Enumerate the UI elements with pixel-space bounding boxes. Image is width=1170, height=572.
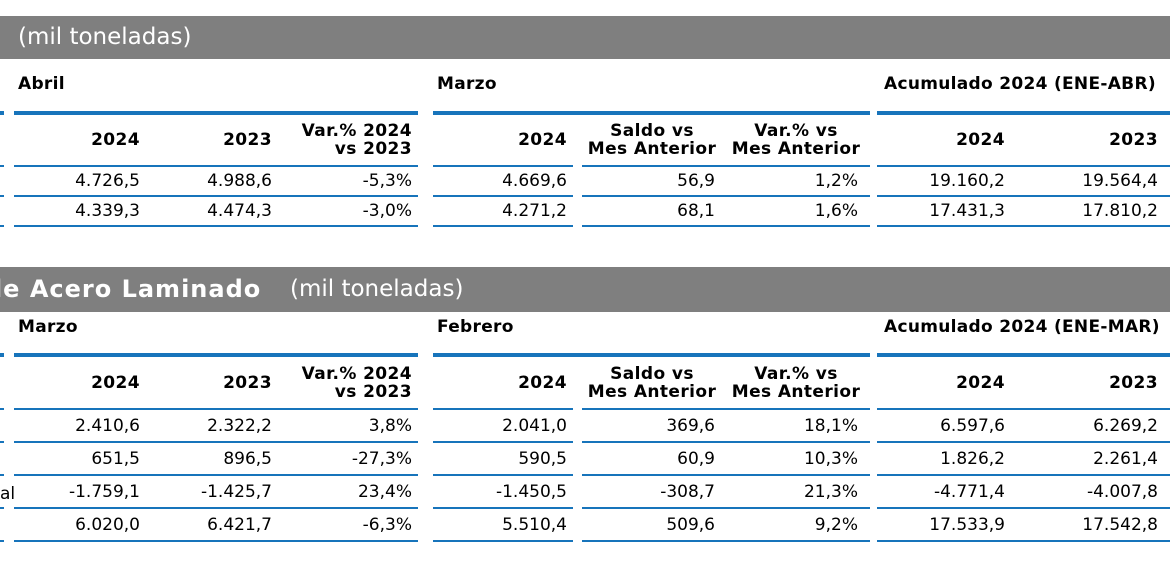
section2-unit-label: (mil toneladas) (290, 276, 464, 302)
table-cell: 60,9 (677, 448, 715, 469)
table-cell: 2.261,4 (1093, 448, 1158, 469)
table1-group-acumulado: 2024 2023 19.160,2 19.564,4 17.431,3 17.… (877, 111, 1170, 227)
column-header-var: Var.% 2024 vs 2023 (301, 363, 412, 402)
table-cell: 56,9 (677, 171, 715, 191)
column-header-var-vs: Var.% vs Mes Anterior (731, 121, 861, 159)
table-cell: 6.269,2 (1093, 415, 1158, 436)
table-cell: 4.271,2 (502, 201, 567, 221)
table-cell: 4.726,5 (75, 171, 140, 191)
table-cell: 10,3% (803, 448, 858, 469)
row-label-partial: al (0, 484, 16, 504)
table-cell: 896,5 (223, 448, 272, 469)
table2-febrero-compare-columns: Saldo vs Mes Anterior Var.% vs Mes Anter… (582, 357, 870, 542)
table-cell: 4.988,6 (207, 171, 272, 191)
section1-title-bar: (mil toneladas) (0, 16, 1170, 59)
table2-accumulated-label: Acumulado 2024 (ENE-MAR) (884, 317, 1160, 337)
table-row: 2.410,6 2.322,2 3,8% (14, 410, 418, 443)
table-cell: 6.421,7 (207, 514, 272, 535)
table-row: 6.020,0 6.421,7 -6,3% (14, 509, 418, 542)
column-header-saldo: Saldo vs Mes Anterior (587, 121, 717, 159)
table-cell: 19.564,4 (1082, 171, 1158, 191)
table2-month-left-label: Marzo (18, 317, 78, 337)
table-cell: 9,2% (814, 514, 858, 535)
table-row: -1.759,1 -1.425,7 23,4% (14, 476, 418, 509)
table-cell: -4.007,8 (1086, 481, 1158, 502)
section2-title-partial: de Acero Laminado (0, 275, 262, 303)
table1-clipped-label-column (0, 111, 4, 227)
table-cell: -1.450,5 (495, 481, 567, 502)
table1-abril-header-row: 2024 2023 Var.% 2024 vs 2023 (14, 115, 418, 167)
table-cell: -6,3% (362, 514, 412, 535)
column-header-2023: 2023 (1109, 372, 1158, 393)
column-header-2023: 2023 (223, 372, 272, 393)
column-header-2023: 2023 (223, 130, 272, 150)
table-cell: -4.771,4 (933, 481, 1005, 502)
table-cell: 2.041,0 (502, 415, 567, 436)
table-cell: -3,0% (362, 201, 412, 221)
table-row: 4.339,3 4.474,3 -3,0% (14, 197, 418, 227)
table1-marzo-compare-columns: Saldo vs Mes Anterior Var.% vs Mes Anter… (582, 115, 870, 227)
table1-marzo-2024-column: 2024 4.669,6 4.271,2 (433, 115, 573, 227)
table-cell: 18,1% (803, 415, 858, 436)
table-cell: -1.425,7 (200, 481, 272, 502)
table-cell: 590,5 (518, 448, 567, 469)
table2-group-marzo: 2024 2023 Var.% 2024 vs 2023 2.410,6 2.3… (14, 353, 418, 542)
table1-group-marzo: 2024 4.669,6 4.271,2 Saldo vs Mes Anteri… (433, 111, 870, 227)
table-cell: 23,4% (357, 481, 412, 502)
table-cell: 19.160,2 (929, 171, 1005, 191)
table-cell: -308,7 (660, 481, 715, 502)
table-cell: 68,1 (677, 201, 715, 221)
table-cell: 4.474,3 (207, 201, 272, 221)
table1-accumulated-label: Acumulado 2024 (ENE-ABR) (884, 74, 1156, 94)
table-cell: 2.322,2 (207, 415, 272, 436)
table1-month-left-label: Abril (18, 74, 65, 94)
column-header-2024: 2024 (91, 130, 140, 150)
table-cell: 651,5 (91, 448, 140, 469)
column-header-2024: 2024 (518, 130, 567, 150)
column-header-2024: 2024 (956, 130, 1005, 150)
column-header-2024: 2024 (518, 372, 567, 393)
column-header-saldo: Saldo vs Mes Anterior (587, 363, 717, 402)
table-cell: 5.510,4 (502, 514, 567, 535)
table-cell: 1.826,2 (940, 448, 1005, 469)
table2-febrero-2024-column: 2024 2.041,0 590,5 -1.450,5 5.510,4 (433, 357, 573, 542)
column-header-var: Var.% 2024 vs 2023 (301, 121, 412, 159)
table-cell: 6.020,0 (75, 514, 140, 535)
column-header-2023: 2023 (1109, 130, 1158, 150)
table-cell: -5,3% (362, 171, 412, 191)
section1-unit-label: (mil toneladas) (18, 24, 192, 50)
table-cell: 17.533,9 (929, 514, 1005, 535)
column-header-2024: 2024 (91, 372, 140, 393)
table2-month-mid-label: Febrero (437, 317, 514, 337)
table2-group-febrero: 2024 2.041,0 590,5 -1.450,5 5.510,4 (433, 353, 870, 542)
table-cell: 1,6% (814, 201, 858, 221)
column-header-var-vs: Var.% vs Mes Anterior (731, 363, 861, 402)
table-cell: 6.597,6 (940, 415, 1005, 436)
table-cell: 509,6 (666, 514, 715, 535)
table-cell: 4.669,6 (502, 171, 567, 191)
table-cell: 4.339,3 (75, 201, 140, 221)
table-cell: 17.810,2 (1082, 201, 1158, 221)
column-header-2024: 2024 (956, 372, 1005, 393)
table-cell: 21,3% (803, 481, 858, 502)
section2-title-bar: de Acero Laminado (mil toneladas) (0, 267, 1170, 312)
table-cell: 1,2% (814, 171, 858, 191)
table2-group-acumulado: 2024 2023 6.597,6 6.269,2 1.826,2 2.261,… (877, 353, 1170, 542)
table-cell: -1.759,1 (68, 481, 140, 502)
table1-group-abril: 2024 2023 Var.% 2024 vs 2023 4.726,5 4.9… (14, 111, 418, 227)
table-cell: 17.542,8 (1082, 514, 1158, 535)
table-row: 4.726,5 4.988,6 -5,3% (14, 167, 418, 197)
table-cell: -27,3% (351, 448, 412, 469)
table1-month-mid-label: Marzo (437, 74, 497, 94)
table-cell: 17.431,3 (929, 201, 1005, 221)
table-cell: 3,8% (368, 415, 412, 436)
table-row: 651,5 896,5 -27,3% (14, 443, 418, 476)
table2-clipped-label-column (0, 353, 4, 542)
table-cell: 369,6 (666, 415, 715, 436)
table-cell: 2.410,6 (75, 415, 140, 436)
